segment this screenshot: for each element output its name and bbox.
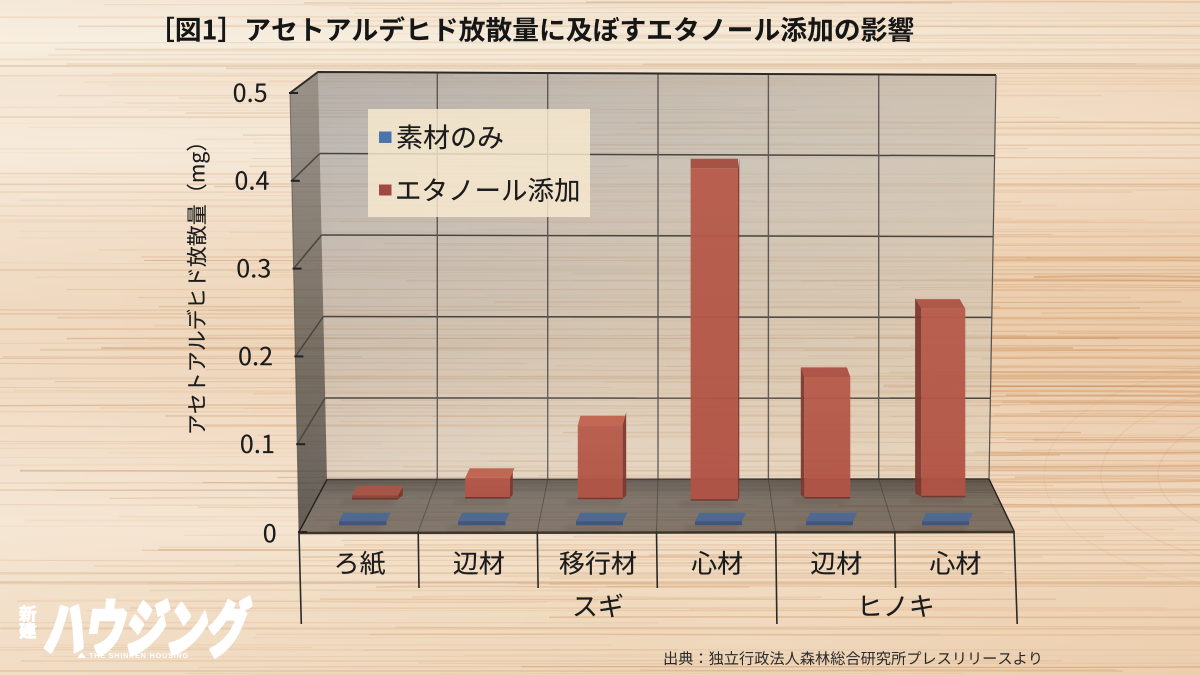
svg-text:THE SHINKEN HOUSING: THE SHINKEN HOUSING	[89, 651, 189, 660]
